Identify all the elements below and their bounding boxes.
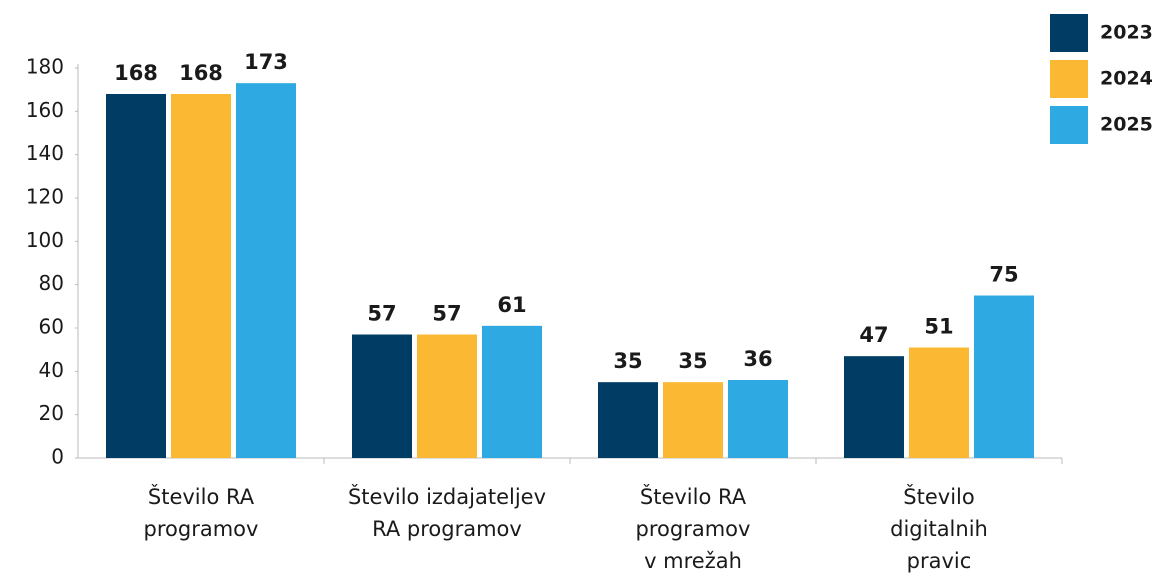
- value-label: 168: [179, 61, 223, 85]
- x-tick-label: Število: [903, 484, 974, 509]
- value-label: 57: [432, 302, 461, 326]
- bar: [482, 325, 542, 458]
- bar: [909, 347, 969, 458]
- value-label: 35: [613, 349, 642, 373]
- value-label: 61: [497, 293, 526, 317]
- x-tick-label: programov: [636, 517, 751, 541]
- legend-swatch: [1050, 14, 1088, 52]
- y-tick-label: 120: [26, 185, 64, 209]
- value-label: 75: [989, 263, 1018, 287]
- value-label: 47: [859, 323, 888, 347]
- y-tick-label: 0: [51, 445, 64, 469]
- x-tick-label: digitalnih: [890, 517, 988, 541]
- x-tick-label: pravic: [907, 549, 972, 573]
- bar: [417, 334, 477, 458]
- y-tick-label: 80: [39, 271, 64, 295]
- value-label: 168: [114, 61, 158, 85]
- value-label: 35: [678, 349, 707, 373]
- x-tick-label: v mrežah: [644, 549, 742, 573]
- bar: [728, 380, 788, 458]
- x-tick-label: Število RA: [148, 484, 255, 509]
- bar: [974, 295, 1034, 458]
- y-tick-label: 160: [26, 98, 64, 122]
- bar: [844, 356, 904, 458]
- y-tick-label: 180: [26, 55, 64, 79]
- legend-swatch: [1050, 106, 1088, 144]
- x-tick-label: programov: [144, 517, 259, 541]
- bar: [663, 382, 723, 458]
- legend-swatch: [1050, 60, 1088, 98]
- y-tick-label: 140: [26, 141, 64, 165]
- bar: [352, 334, 412, 458]
- legend-label: 2025: [1100, 114, 1153, 136]
- y-tick-label: 40: [39, 358, 64, 382]
- bar: [171, 94, 231, 458]
- bar: [236, 83, 296, 459]
- x-tick-label: RA programov: [372, 517, 522, 541]
- value-label: 173: [244, 50, 288, 74]
- value-label: 57: [367, 302, 396, 326]
- legend-label: 2024: [1100, 68, 1153, 90]
- value-label: 51: [924, 315, 953, 339]
- bar: [106, 94, 166, 458]
- y-tick-label: 20: [39, 401, 64, 425]
- bar: [598, 382, 658, 458]
- y-tick-label: 60: [39, 315, 64, 339]
- x-tick-label: Število RA: [640, 484, 747, 509]
- legend-label: 2023: [1100, 22, 1153, 44]
- x-tick-label: Število izdajateljev: [348, 484, 546, 509]
- y-tick-label: 100: [26, 228, 64, 252]
- value-label: 36: [743, 347, 772, 371]
